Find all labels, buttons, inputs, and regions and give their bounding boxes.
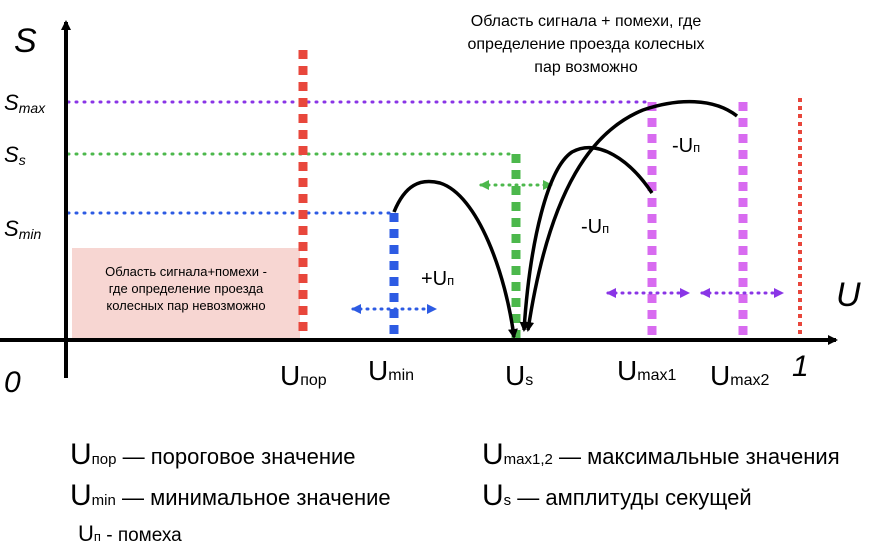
pink-region-line-3: колесных пар невозможно xyxy=(106,298,265,313)
top-caption-line-2: определение проезда колесных xyxy=(467,36,704,53)
pink-region-line-2: где определение проезда xyxy=(109,281,264,296)
minus-un-lower-curve-arrow xyxy=(519,146,654,332)
pink-region-box xyxy=(72,248,300,338)
minus-un-upper-label: -Uп xyxy=(672,135,700,157)
origin-label: 0 xyxy=(4,366,21,399)
umax2-label: Umax2 xyxy=(710,360,769,391)
y-axis-label: S xyxy=(14,22,37,60)
plus-un-curve-arrow xyxy=(392,179,518,339)
legend-umax12: Umax1,2 — максимальные значения xyxy=(482,438,840,471)
legend-us: Us — амплитуды секущей xyxy=(482,479,752,512)
legend-un: Uп - помеха xyxy=(78,521,182,546)
plus-un-label: +Uп xyxy=(421,268,454,290)
ss-label: Ss xyxy=(4,142,26,168)
minus-un-upper-curve-arrow xyxy=(524,99,739,332)
umax1-label: Umax1 xyxy=(617,355,676,386)
us-label: Us xyxy=(505,360,533,391)
upor-label: Uпор xyxy=(280,360,327,391)
x-end-label: 1 xyxy=(792,350,809,383)
top-caption-line-1: Область сигнала + помехи, где xyxy=(471,13,702,30)
minus-un-lower-label: -Uп xyxy=(581,216,609,238)
smin-label: Smin xyxy=(4,216,41,242)
smax-label: Smax xyxy=(4,90,46,116)
top-caption-line-3: пар возможно xyxy=(534,59,638,76)
x-axis-label: U xyxy=(836,276,861,314)
umin-label: Umin xyxy=(368,355,414,386)
legend-upor: Uпор — пороговое значение xyxy=(70,438,356,471)
legend-umin: Umin — минимальное значение xyxy=(70,479,391,512)
pink-region-line-1: Область сигнала+помехи - xyxy=(105,264,267,279)
